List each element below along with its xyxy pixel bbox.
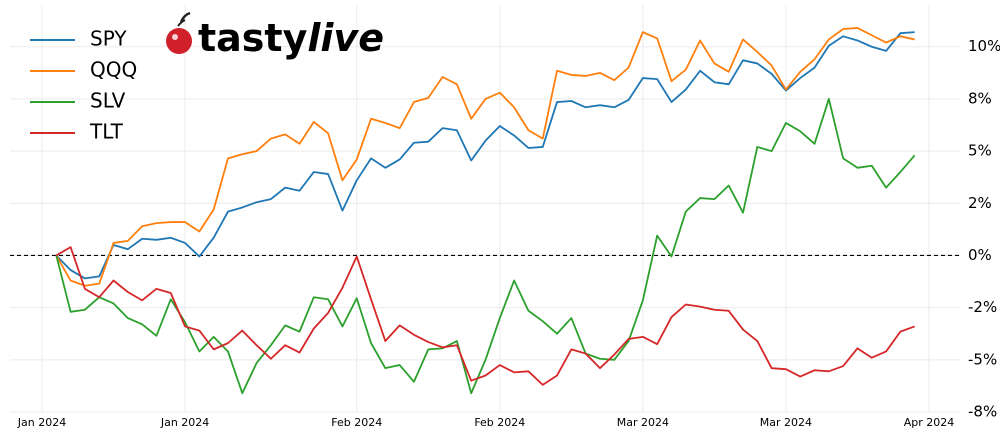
y-tick-label: -8% [968, 403, 997, 421]
logo-text: tasty [198, 16, 308, 60]
y-tick-label: 0% [968, 246, 992, 264]
y-tick-label: -2% [968, 298, 997, 316]
y-tick-label: 2% [968, 194, 992, 212]
x-tick-label: Mar 2024 [617, 416, 669, 429]
series-line [55, 98, 916, 395]
series-line [55, 246, 915, 386]
x-tick-label: Feb 2024 [331, 416, 382, 429]
y-tick-label: 10% [968, 37, 1000, 55]
x-tick-label: Jan 2024 [17, 416, 66, 429]
series-line [55, 31, 915, 280]
y-tick-label: 5% [968, 142, 992, 160]
legend-label: QQQ [90, 58, 137, 82]
legend-label: TLT [89, 120, 124, 144]
x-tick-label: Mar 2024 [760, 416, 812, 429]
logo: tastylive [198, 16, 384, 60]
legend-label: SPY [90, 27, 127, 51]
y-tick-label: 8% [968, 89, 992, 107]
logo-text: live [307, 16, 384, 60]
y-tick-label: -5% [968, 350, 997, 368]
legend-label: SLV [90, 89, 126, 113]
logo-icon [166, 11, 192, 54]
series-line [55, 27, 915, 287]
x-tick-label: Feb 2024 [474, 416, 525, 429]
x-tick-label: Apr 2024 [904, 416, 955, 429]
x-tick-label: Jan 2024 [160, 416, 209, 429]
